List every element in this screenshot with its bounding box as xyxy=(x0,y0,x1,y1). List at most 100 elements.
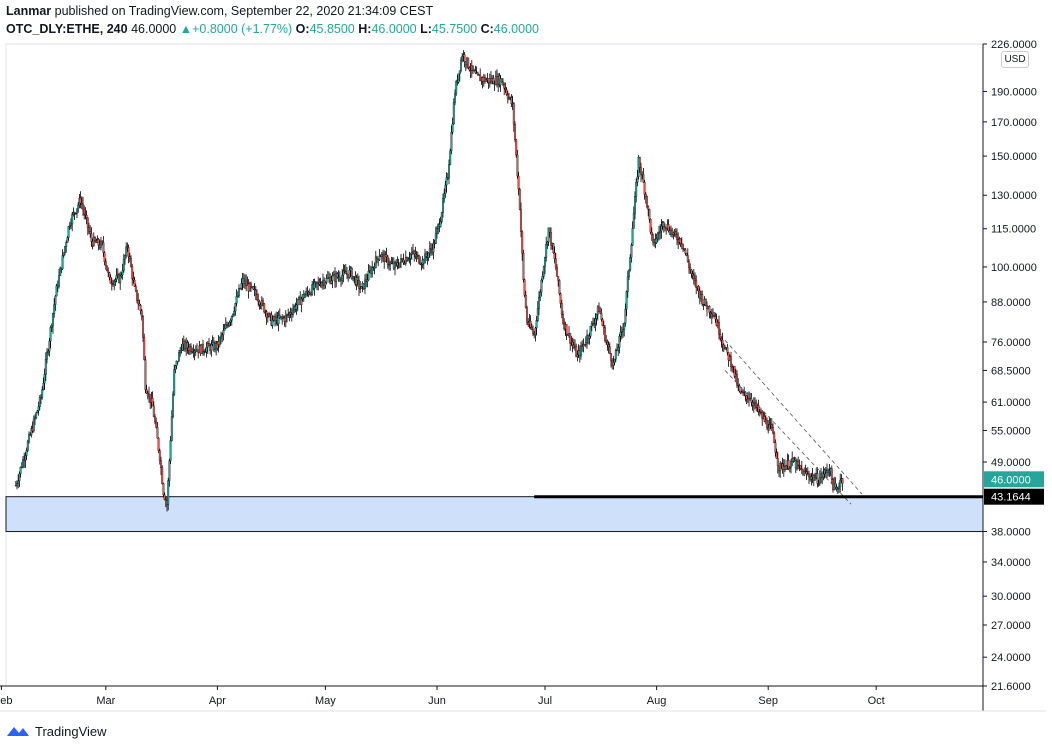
price-tick-label: 38.0000 xyxy=(991,527,1031,539)
candle-body xyxy=(124,255,126,260)
candle-body xyxy=(595,314,598,319)
candle-body xyxy=(162,483,165,496)
candle-body xyxy=(565,324,568,335)
candle-body xyxy=(523,279,526,296)
candle-body xyxy=(440,212,443,222)
candle-body xyxy=(684,249,687,254)
candle-body xyxy=(548,227,551,233)
candle-body xyxy=(679,238,682,244)
candle-body xyxy=(683,248,686,250)
candle-body xyxy=(318,282,321,285)
candle-body xyxy=(468,67,471,71)
candle-body xyxy=(695,280,698,288)
line-price-badge xyxy=(984,488,1044,505)
candle-body xyxy=(151,398,154,407)
candle-body xyxy=(838,486,840,489)
candle-body xyxy=(546,241,549,245)
candle-body xyxy=(350,267,353,279)
candle-body xyxy=(629,257,632,271)
candle-body xyxy=(130,258,132,267)
price-tick-label: 34.0000 xyxy=(991,557,1031,569)
candle-body xyxy=(222,330,225,335)
candle-body xyxy=(65,242,68,247)
candle-body xyxy=(503,84,506,89)
candle-body xyxy=(540,279,543,293)
candle-body xyxy=(54,295,57,305)
candle-body xyxy=(805,471,808,475)
candle-body xyxy=(775,452,778,459)
candle-body xyxy=(262,300,264,305)
candle-body xyxy=(26,441,29,451)
candle-body xyxy=(557,276,560,281)
candle-body xyxy=(636,176,639,183)
candle-body xyxy=(685,253,688,256)
candle-body xyxy=(371,267,374,275)
last-price: 46.0000 xyxy=(131,22,177,36)
candle-body xyxy=(640,167,642,175)
candle-body xyxy=(25,450,28,456)
candle-body xyxy=(142,316,144,338)
candle-body xyxy=(52,313,54,327)
tradingview-logo-icon[interactable] xyxy=(6,724,30,738)
currency-button[interactable]: USD xyxy=(1001,51,1029,68)
candle-body xyxy=(205,347,208,353)
candle-body xyxy=(818,477,821,484)
candle-body xyxy=(626,276,629,292)
candle-body xyxy=(648,209,651,220)
candle-body xyxy=(139,305,142,311)
last-price-badge xyxy=(984,471,1044,488)
candle-body xyxy=(674,231,677,235)
candle-body xyxy=(181,343,184,351)
candle-body xyxy=(127,247,130,257)
price-tick-label: 190.0000 xyxy=(991,86,1037,98)
candle-body xyxy=(106,265,108,272)
candle-body xyxy=(816,473,819,484)
candle-body xyxy=(122,259,125,271)
candle-body xyxy=(418,255,420,264)
candle-body xyxy=(808,473,810,478)
candle-body xyxy=(814,477,816,481)
price-tick-label: 49.0000 xyxy=(991,457,1031,469)
candle-body xyxy=(556,266,558,277)
candle-body xyxy=(598,306,600,312)
candle-body xyxy=(432,242,435,253)
candle-body xyxy=(221,334,224,337)
candle-body xyxy=(378,255,381,260)
candle-body xyxy=(59,267,62,276)
candle-body xyxy=(121,270,124,276)
candle-body xyxy=(772,427,774,434)
candle-body xyxy=(90,233,93,242)
candle-body xyxy=(514,123,516,140)
candle-body xyxy=(50,325,53,328)
candle-body xyxy=(688,261,690,268)
candle-body xyxy=(232,313,234,317)
candle-body xyxy=(102,242,105,253)
footer-brand[interactable]: TradingView xyxy=(35,723,107,739)
close-value: 46.0000 xyxy=(493,22,539,36)
candle-body xyxy=(44,359,47,375)
last-price-label: 46.0000 xyxy=(991,474,1031,486)
candle-body xyxy=(686,255,689,262)
candle-body xyxy=(22,459,24,468)
candle-body xyxy=(313,282,316,289)
publish-text: published on TradingView.com, September … xyxy=(54,4,434,18)
price-tick-label: 24.0000 xyxy=(991,652,1031,664)
candle-body xyxy=(49,327,52,342)
candle-body xyxy=(37,406,40,411)
candle-body xyxy=(562,314,564,324)
price-change: +0.8000 (+1.77%) xyxy=(192,22,293,36)
candle-body xyxy=(619,331,622,337)
candle-body xyxy=(610,353,612,362)
candle-body xyxy=(169,440,172,461)
candle-body xyxy=(554,258,557,268)
low-label: L: xyxy=(420,22,432,36)
candle-body xyxy=(646,196,648,208)
candle-body xyxy=(367,271,370,281)
candle-body xyxy=(120,274,123,277)
candle-body xyxy=(510,97,513,105)
candle-body xyxy=(133,279,136,287)
candle-body xyxy=(452,102,455,125)
candle-body xyxy=(701,294,704,305)
line-price-label: 43.1644 xyxy=(991,492,1031,504)
